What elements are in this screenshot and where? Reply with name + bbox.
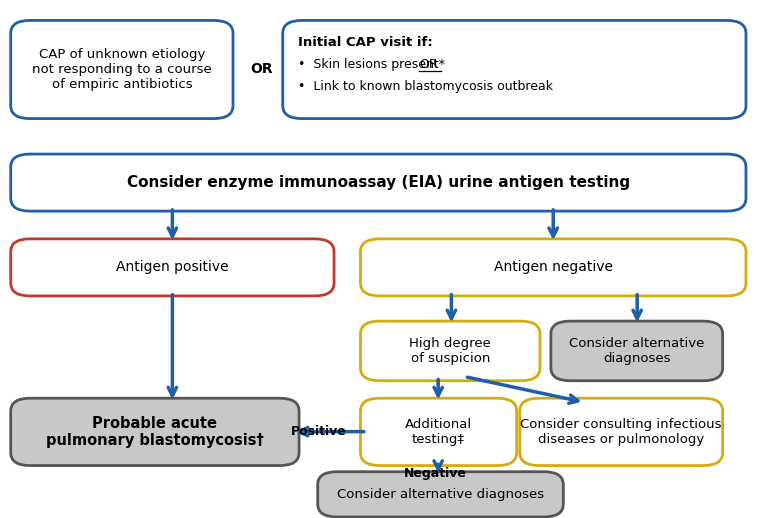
Text: Initial CAP visit if:: Initial CAP visit if:	[298, 36, 433, 49]
FancyBboxPatch shape	[11, 154, 746, 211]
Text: Probable acute
pulmonary blastomycosis†: Probable acute pulmonary blastomycosis†	[46, 415, 264, 448]
Text: •  Skin lesions present*: • Skin lesions present*	[298, 58, 449, 71]
Text: Additional
testing‡: Additional testing‡	[405, 418, 472, 446]
Text: Consider alternative diagnoses: Consider alternative diagnoses	[337, 488, 544, 501]
FancyBboxPatch shape	[11, 398, 299, 466]
Text: Consider consulting infectious
diseases or pulmonology: Consider consulting infectious diseases …	[520, 418, 722, 446]
FancyBboxPatch shape	[360, 239, 746, 296]
Text: Antigen positive: Antigen positive	[116, 261, 229, 275]
FancyBboxPatch shape	[360, 321, 540, 381]
Text: High degree
of suspicion: High degree of suspicion	[410, 337, 491, 365]
Text: •  Link to known blastomycosis outbreak: • Link to known blastomycosis outbreak	[298, 80, 553, 93]
FancyBboxPatch shape	[551, 321, 722, 381]
Text: Positive: Positive	[291, 425, 346, 438]
FancyBboxPatch shape	[11, 239, 334, 296]
FancyBboxPatch shape	[519, 398, 722, 466]
Text: Consider alternative
diagnoses: Consider alternative diagnoses	[569, 337, 704, 365]
FancyBboxPatch shape	[11, 20, 233, 119]
Text: OR: OR	[419, 58, 438, 71]
FancyBboxPatch shape	[282, 20, 746, 119]
FancyBboxPatch shape	[317, 472, 563, 517]
Text: Negative: Negative	[403, 467, 466, 480]
Text: CAP of unknown etiology
not responding to a course
of empiric antibiotics: CAP of unknown etiology not responding t…	[32, 48, 211, 91]
FancyBboxPatch shape	[360, 398, 516, 466]
Text: Antigen negative: Antigen negative	[494, 261, 613, 275]
Text: OR: OR	[250, 62, 273, 76]
Text: Consider enzyme immunoassay (EIA) urine antigen testing: Consider enzyme immunoassay (EIA) urine …	[127, 175, 630, 190]
